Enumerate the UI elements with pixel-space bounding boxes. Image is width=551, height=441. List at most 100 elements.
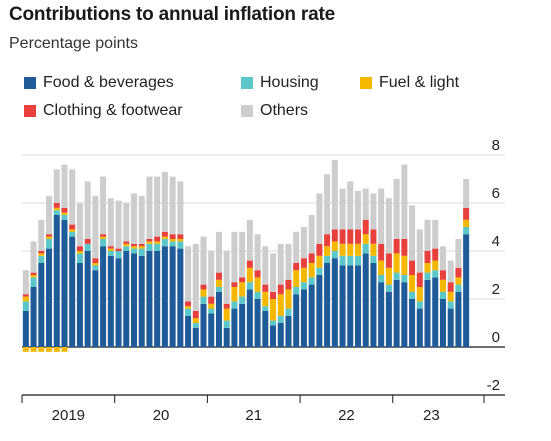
bar-segment-s4-48	[393, 179, 400, 239]
chart-subtitle: Percentage points	[9, 35, 138, 52]
bar-segment-s4-27	[231, 231, 238, 283]
bar-segment-s3-8	[84, 239, 91, 244]
bar-segment-s5-4	[53, 347, 60, 352]
bar-segment-s2-16	[146, 241, 153, 244]
bar-segment-s3-35	[293, 263, 300, 271]
bar-segment-s2-28	[239, 282, 246, 297]
bar-segment-s2-29	[246, 267, 253, 283]
bar-segment-s1-49	[401, 275, 408, 283]
bar-segment-s4-24	[208, 251, 215, 297]
bar-segment-s2-19	[169, 239, 176, 242]
bar-segment-s0-48	[393, 279, 400, 347]
bar-segment-s4-28	[239, 231, 246, 278]
bar-segment-s0-3	[46, 248, 53, 347]
bar-segment-s3-37	[308, 253, 315, 263]
bar-segment-s3-50	[409, 260, 416, 275]
bar-segment-s0-24	[208, 313, 215, 347]
bar-segment-s1-2	[38, 255, 45, 263]
bar-segment-s0-9	[92, 270, 99, 347]
bar-segment-s1-43	[354, 255, 362, 266]
bar-segment-s0-32	[270, 325, 277, 347]
bar-segment-s2-5	[61, 212, 68, 215]
bar-segment-s1-52	[424, 272, 431, 280]
bar-segment-s3-49	[401, 239, 408, 256]
bar-segment-s0-0	[22, 311, 29, 347]
bar-segment-s3-14	[130, 243, 138, 247]
bar-segment-s1-48	[393, 272, 400, 280]
bar-segment-s3-57	[463, 207, 470, 220]
bar-segment-s3-53	[432, 248, 439, 261]
bar-segment-s2-43	[354, 243, 362, 256]
y-tick-label-5: -2	[487, 377, 500, 394]
bar-segment-s3-23	[200, 284, 207, 290]
bar-segment-s1-42	[347, 255, 354, 266]
bar-segment-s4-4	[53, 169, 60, 203]
bar-segment-s1-1	[30, 277, 37, 287]
bar-segment-s1-53	[432, 270, 439, 278]
bar-segment-s3-12	[115, 248, 122, 251]
bar-segment-s2-41	[339, 243, 346, 256]
bar-segment-s3-54	[439, 270, 446, 280]
bar-segment-s0-6	[69, 236, 76, 347]
bar-segment-s1-26	[223, 320, 230, 328]
bar-segment-s2-32	[270, 299, 277, 321]
bar-segment-s4-14	[130, 193, 138, 244]
bar-segment-s4-12	[115, 200, 122, 249]
bar-segment-s0-45	[370, 263, 377, 347]
bar-segment-s3-42	[347, 229, 354, 244]
bar-segment-s4-1	[30, 241, 37, 273]
y-tick-label-1: 6	[492, 185, 500, 202]
bar-segment-s2-51	[416, 287, 423, 302]
bar-segment-s3-9	[92, 258, 99, 263]
bar-segment-s3-21	[185, 301, 192, 307]
bar-segment-s5-1	[30, 347, 37, 352]
bar-segment-s0-23	[200, 303, 207, 347]
bar-segment-s4-23	[200, 236, 207, 285]
bar-segment-s3-5	[61, 207, 68, 213]
bar-segment-s3-6	[69, 224, 76, 230]
bar-segment-s2-42	[347, 243, 354, 256]
bar-segment-s5-0	[22, 347, 29, 352]
bar-segment-s1-13	[123, 246, 130, 251]
bar-segment-s2-26	[223, 308, 230, 321]
bar-segment-s1-47	[385, 284, 392, 292]
bar-segment-s0-54	[439, 299, 446, 347]
bar-segment-s2-10	[100, 236, 107, 239]
bar-segment-s3-31	[262, 284, 269, 292]
bar-segment-s5-5	[61, 347, 68, 352]
bar-segment-s3-40	[331, 229, 338, 242]
bar-segment-s2-20	[177, 239, 184, 242]
bar-segment-s3-51	[416, 272, 423, 287]
bar-segment-s3-0	[22, 294, 29, 297]
bar-segment-s4-40	[331, 159, 338, 230]
bar-segment-s1-0	[22, 301, 29, 311]
bar-segment-s1-22	[192, 323, 199, 328]
bar-segment-s4-54	[439, 246, 446, 271]
bar-segment-s1-21	[185, 308, 192, 316]
bar-segment-s1-57	[463, 227, 470, 235]
bar-segment-s2-39	[324, 246, 331, 256]
bar-segment-s2-50	[409, 275, 416, 292]
bar-segment-s1-33	[277, 315, 284, 323]
bar-segment-s1-54	[439, 291, 446, 299]
bar-segment-s0-41	[339, 265, 346, 347]
bar-segment-s4-51	[416, 229, 423, 273]
bar-segment-s1-55	[447, 301, 454, 309]
bar-segment-s4-35	[293, 231, 300, 263]
bar-segment-s3-10	[100, 234, 107, 237]
bar-segment-s4-30	[254, 234, 261, 271]
bar-segment-s1-38	[316, 267, 323, 275]
bar-segment-s4-52	[424, 219, 431, 251]
bar-segment-s2-1	[30, 275, 37, 278]
bar-segment-s3-39	[324, 234, 331, 247]
bar-segment-s2-3	[46, 236, 53, 239]
bar-segment-s2-47	[385, 267, 392, 285]
bar-segment-s1-44	[362, 243, 369, 254]
bar-segment-s1-8	[84, 243, 91, 251]
bar-segment-s3-2	[38, 251, 45, 254]
bar-segment-s2-33	[277, 294, 284, 316]
bar-segment-s0-4	[53, 215, 60, 347]
bar-segment-s2-0	[22, 296, 29, 302]
bar-segment-s1-23	[200, 296, 207, 304]
